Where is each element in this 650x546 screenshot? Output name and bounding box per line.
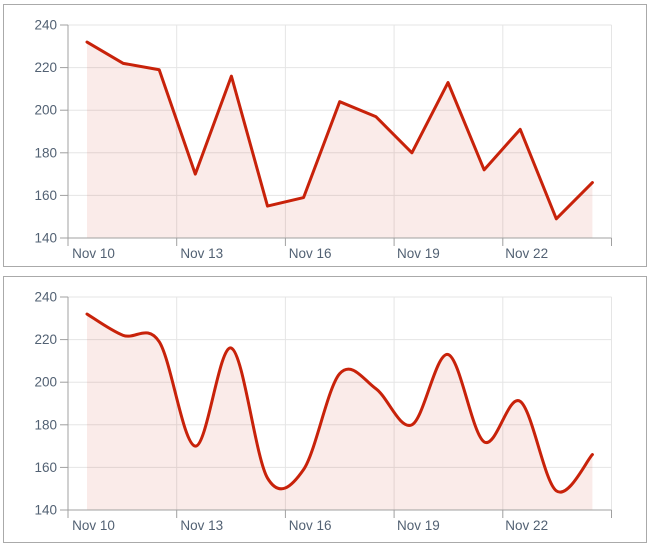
y-axis-label: 240	[34, 290, 57, 305]
line-chart-linear: 140 160 180 200 220 240 Nov 10 Nov 13 Nov 16 Nov …	[34, 18, 612, 261]
y-axis-label: 200	[34, 375, 57, 390]
x-axis-label: Nov 13	[180, 246, 223, 261]
y-axis-label: 180	[34, 417, 57, 432]
x-axis-label: Nov 22	[505, 518, 548, 533]
series-line	[85, 40, 594, 221]
x-axis-label: Nov 16	[289, 246, 332, 261]
y-axis-label: 220	[34, 332, 57, 347]
x-axis-label: Nov 16	[289, 518, 332, 533]
y-axis-label: 160	[34, 460, 57, 475]
y-axis-label: 140	[34, 231, 57, 246]
y-axis-label: 180	[34, 145, 57, 160]
series-line	[85, 312, 594, 494]
y-axis-label: 200	[34, 103, 57, 118]
x-axis-label: Nov 13	[180, 518, 223, 533]
x-axis-label: Nov 22	[505, 246, 548, 261]
chart-panel-spline: 140 160 180 200 220 240 Nov 10 Nov 13 Nov 16 Nov …	[3, 276, 647, 543]
y-axis-label: 140	[34, 503, 57, 518]
series-area	[87, 314, 593, 510]
y-axis-label: 160	[34, 188, 57, 203]
x-axis-label: Nov 10	[72, 518, 115, 533]
y-axis-label: 240	[34, 18, 57, 33]
x-axis-label: Nov 19	[397, 246, 440, 261]
x-axis-label: Nov 10	[72, 246, 115, 261]
line-chart-spline: 140 160 180 200 220 240 Nov 10 Nov 13 Nov 16 Nov …	[34, 290, 612, 533]
chart-panel-linear: 140 160 180 200 220 240 Nov 10 Nov 13 Nov 16 Nov …	[3, 4, 647, 267]
y-axis-label: 220	[34, 60, 57, 75]
series-area	[87, 42, 593, 238]
x-axis-label: Nov 19	[397, 518, 440, 533]
